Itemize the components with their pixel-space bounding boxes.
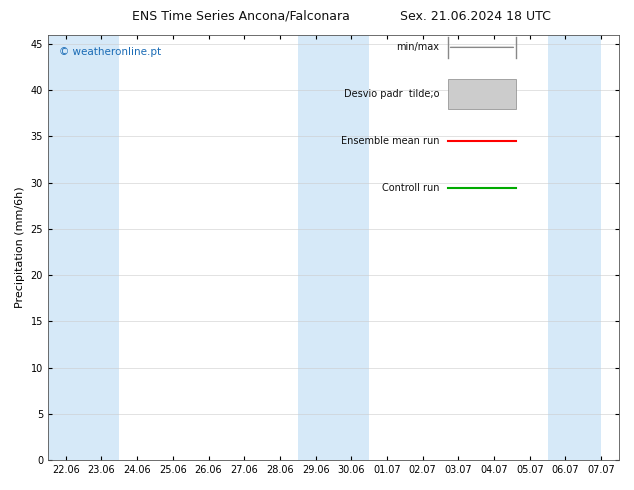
Text: Sex. 21.06.2024 18 UTC: Sex. 21.06.2024 18 UTC [400,10,551,23]
Bar [448,79,516,109]
Text: min/max: min/max [396,42,439,52]
Bar [298,35,369,460]
Bar [48,35,119,460]
Text: Ensemble mean run: Ensemble mean run [340,136,439,146]
Text: Desvio padr  tilde;o: Desvio padr tilde;o [344,89,439,99]
Text: © weatheronline.pt: © weatheronline.pt [60,48,162,57]
Text: ENS Time Series Ancona/Falconara: ENS Time Series Ancona/Falconara [132,10,350,23]
Text: Controll run: Controll run [382,183,439,193]
Y-axis label: Precipitation (mm/6h): Precipitation (mm/6h) [15,187,25,308]
Bar [548,35,601,460]
